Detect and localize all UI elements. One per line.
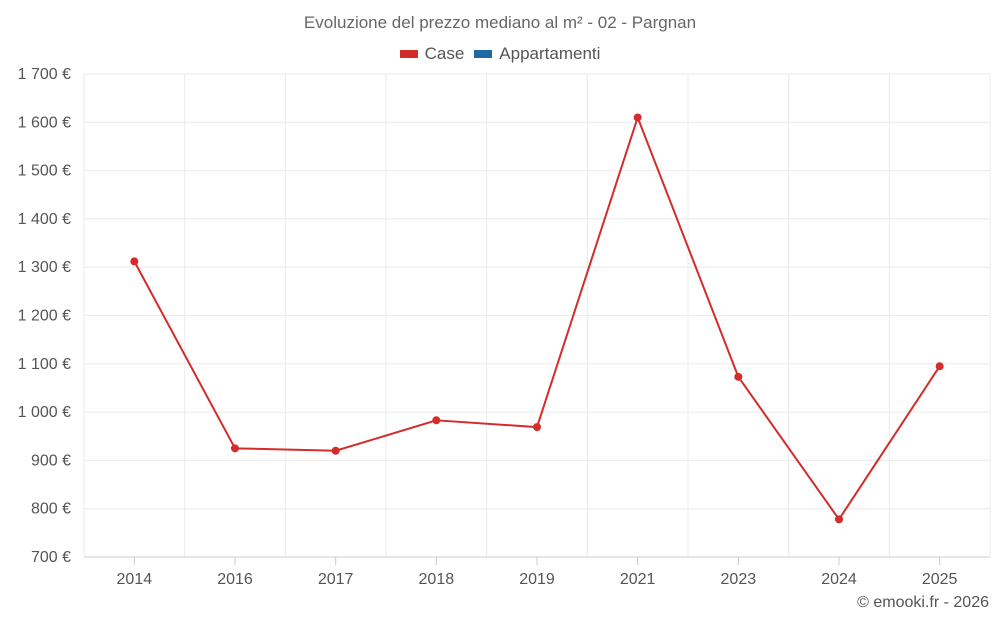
- credit-text: © emooki.fr - 2026: [857, 594, 989, 611]
- y-tick-label: 800 €: [31, 501, 71, 518]
- axis-layer: 700 € 800 € 900 € 1 000 € 1 100 € 1 200 € 1 30…: [18, 66, 990, 588]
- data-point: [231, 444, 239, 453]
- series-line-case: [133, 116, 941, 521]
- y-tick-label: 900 €: [31, 452, 71, 469]
- legend-swatch-appartamenti: [474, 50, 493, 58]
- legend-label-case: Case: [424, 44, 465, 63]
- x-tick-label: 2017: [318, 571, 354, 588]
- legend-item-case[interactable]: Case: [399, 44, 465, 64]
- x-tick-label: 2025: [922, 571, 958, 588]
- data-point: [331, 446, 340, 455]
- legend: Case Appartamenti: [0, 44, 1000, 64]
- chart-title: Evoluzione del prezzo mediano al m² - 02…: [303, 13, 697, 32]
- data-point: [734, 372, 743, 381]
- y-tick-label: 1 500 €: [18, 163, 71, 180]
- data-point: [935, 362, 944, 371]
- data-point: [432, 416, 441, 425]
- legend-item-appartamenti[interactable]: Appartamenti: [474, 44, 600, 64]
- y-tick-label: 1 200 €: [18, 308, 71, 325]
- data-point: [533, 423, 541, 432]
- x-tick-label: 2016: [217, 571, 253, 588]
- y-tick-label: 1 400 €: [18, 211, 71, 228]
- x-tick-label: 2024: [821, 571, 857, 588]
- y-tick-label: 700 €: [31, 549, 71, 566]
- y-tick-label: 1 000 €: [18, 404, 71, 421]
- grid-layer: [83, 73, 991, 557]
- data-point: [633, 113, 642, 122]
- data-point: [835, 515, 843, 524]
- y-tick-label: 1 700 €: [18, 66, 71, 83]
- data-point: [130, 257, 139, 266]
- x-tick-label: 2018: [419, 571, 455, 588]
- x-tick-label: 2023: [721, 571, 757, 588]
- y-tick-label: 1 300 €: [18, 259, 71, 276]
- series-layer: [130, 113, 944, 524]
- legend-swatch-case: [399, 50, 418, 58]
- x-tick-label: 2019: [519, 571, 555, 588]
- y-tick-label: 1 100 €: [18, 356, 71, 373]
- legend-label-appartamenti: Appartamenti: [499, 44, 601, 63]
- x-tick-label: 2014: [117, 571, 153, 588]
- x-tick-label: 2021: [620, 571, 656, 588]
- y-tick-label: 1 600 €: [18, 114, 71, 131]
